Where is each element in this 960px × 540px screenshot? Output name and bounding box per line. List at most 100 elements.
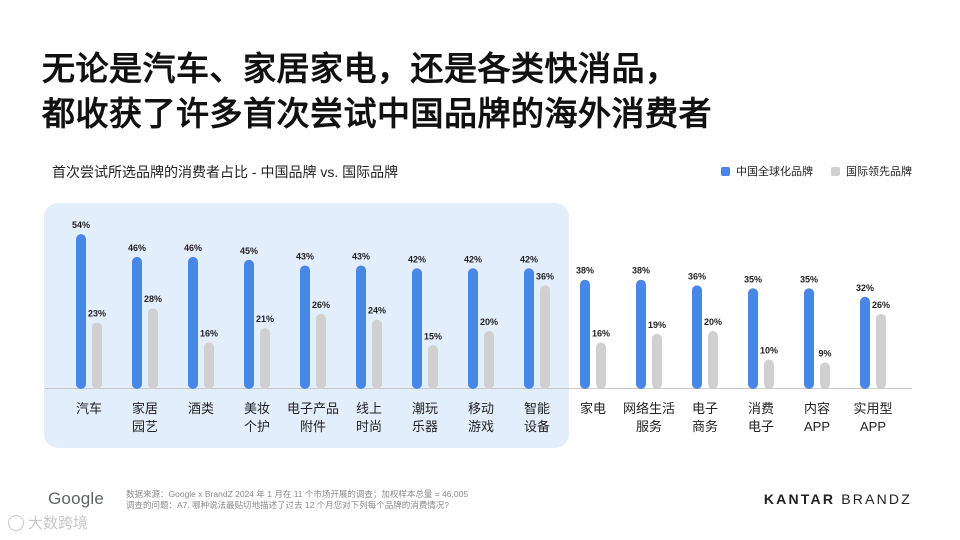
chart-legend: 中国全球化品牌 国际领先品牌 — [721, 163, 912, 179]
kantar-logo-text: KANTAR — [763, 491, 836, 507]
category-label: 游戏 — [468, 419, 494, 434]
category-label: 线上 — [356, 401, 382, 416]
bar-chinese — [524, 268, 534, 389]
bar-chinese — [412, 268, 422, 389]
category-label: 服务 — [636, 419, 662, 434]
data-label-international: 21% — [256, 314, 274, 324]
category-label: 智能 — [524, 401, 550, 416]
data-label-international: 23% — [88, 308, 106, 318]
bar-chinese — [188, 256, 198, 389]
data-label-international: 10% — [760, 346, 778, 356]
bar-international — [204, 342, 214, 389]
watermark-icon — [8, 514, 24, 531]
google-logo: Google — [48, 489, 105, 508]
data-label-chinese: 38% — [632, 266, 650, 276]
data-label-chinese: 42% — [408, 254, 426, 264]
data-label-international: 20% — [480, 317, 498, 327]
legend-label-chinese: 中国全球化品牌 — [736, 166, 813, 178]
bar-international — [92, 322, 102, 389]
bar-chinese — [580, 279, 590, 389]
category-label: 内容 — [804, 401, 830, 416]
category-label: 实用型 — [853, 401, 892, 416]
bar-chinese — [244, 259, 254, 389]
category-label: 乐器 — [412, 419, 438, 434]
data-label-chinese: 46% — [128, 243, 146, 253]
data-label-chinese: 43% — [296, 251, 314, 261]
legend-item-international: 国际领先品牌 — [831, 163, 912, 179]
data-label-international: 16% — [592, 328, 610, 338]
category-label: 电子 — [748, 419, 774, 434]
source-note-line-1: 数据来源：Google x BrandZ 2024 年 1 月在 11 个市场开… — [126, 489, 469, 499]
data-label-international: 20% — [704, 317, 722, 327]
bar-international — [260, 328, 270, 389]
data-label-international: 26% — [312, 300, 330, 310]
bar-chinese — [636, 279, 646, 389]
bar-international — [316, 313, 326, 389]
legend-swatch-chinese — [721, 166, 730, 176]
bar-international — [764, 359, 774, 389]
source-note-line-2: 调查的问题：A7. 哪种说法最贴切地描述了过去 12 个月您对下列每个品牌的消费… — [126, 500, 450, 510]
bar-international — [484, 331, 494, 389]
bar-chinese — [76, 234, 86, 389]
title-line-2: 都收获了许多首次尝试中国品牌的海外消费者 — [42, 95, 712, 132]
category-label: 汽车 — [76, 401, 102, 416]
bar-international — [876, 313, 886, 389]
data-label-chinese: 45% — [240, 246, 258, 256]
category-label: 网络生活 — [623, 401, 675, 416]
category-label: 设备 — [524, 419, 550, 434]
bar-chinese — [860, 296, 870, 389]
category-label: 时尚 — [356, 419, 382, 434]
bar-international — [708, 331, 718, 389]
data-label-international: 26% — [872, 300, 890, 310]
category-label: 移动 — [468, 401, 494, 416]
data-label-international: 19% — [648, 320, 666, 330]
data-label-chinese: 42% — [520, 254, 538, 264]
category-label: APP — [804, 419, 830, 434]
category-label: 商务 — [692, 419, 718, 434]
data-label-chinese: 43% — [352, 251, 370, 261]
bar-international — [596, 342, 606, 389]
legend-item-chinese: 中国全球化品牌 — [721, 163, 813, 179]
bar-international — [148, 308, 158, 389]
watermark: 大数跨境 — [8, 512, 88, 533]
bar-international — [820, 362, 830, 389]
bar-international — [428, 345, 438, 389]
category-label: 家电 — [580, 401, 606, 416]
data-label-chinese: 35% — [800, 274, 818, 284]
data-label-international: 36% — [536, 271, 554, 281]
data-label-chinese: 38% — [576, 266, 594, 276]
title-line-1: 无论是汽车、家居家电，还是各类快消品， — [42, 50, 679, 87]
chart-title: 首次尝试所选品牌的消费者占比 - 中国品牌 vs. 国际品牌 — [52, 164, 399, 180]
data-label-international: 9% — [818, 348, 831, 358]
bar-chinese — [804, 288, 814, 389]
bar-chinese — [692, 285, 702, 389]
data-label-international: 15% — [424, 331, 442, 341]
bar-chinese — [748, 288, 758, 389]
legend-swatch-international — [831, 166, 840, 176]
category-label: APP — [860, 419, 886, 434]
category-label: 酒类 — [188, 401, 214, 416]
category-label: 消费 — [748, 401, 774, 416]
category-label: 电子产品 — [287, 401, 339, 416]
category-label: 园艺 — [132, 419, 158, 434]
bar-international — [540, 285, 550, 389]
data-label-international: 24% — [368, 306, 386, 316]
bar-chinese — [468, 268, 478, 389]
category-label: 美妆 — [244, 401, 270, 416]
category-label: 电子 — [692, 401, 718, 416]
category-label: 个护 — [244, 419, 270, 434]
bar-international — [372, 319, 382, 389]
data-label-chinese: 36% — [688, 271, 706, 281]
data-label-chinese: 32% — [856, 283, 874, 293]
data-label-chinese: 42% — [464, 254, 482, 264]
legend-label-international: 国际领先品牌 — [846, 166, 912, 178]
bar-international — [652, 333, 662, 389]
category-label: 附件 — [300, 419, 326, 434]
bar-chinese — [300, 265, 310, 389]
watermark-text: 大数跨境 — [28, 515, 89, 532]
kantar-brandz-logo: KANTAR BRANDZ — [764, 491, 912, 507]
bar-chinese — [132, 256, 142, 389]
source-note: 数据来源：Google x BrandZ 2024 年 1 月在 11 个市场开… — [126, 489, 468, 511]
bar-chinese — [356, 265, 366, 389]
